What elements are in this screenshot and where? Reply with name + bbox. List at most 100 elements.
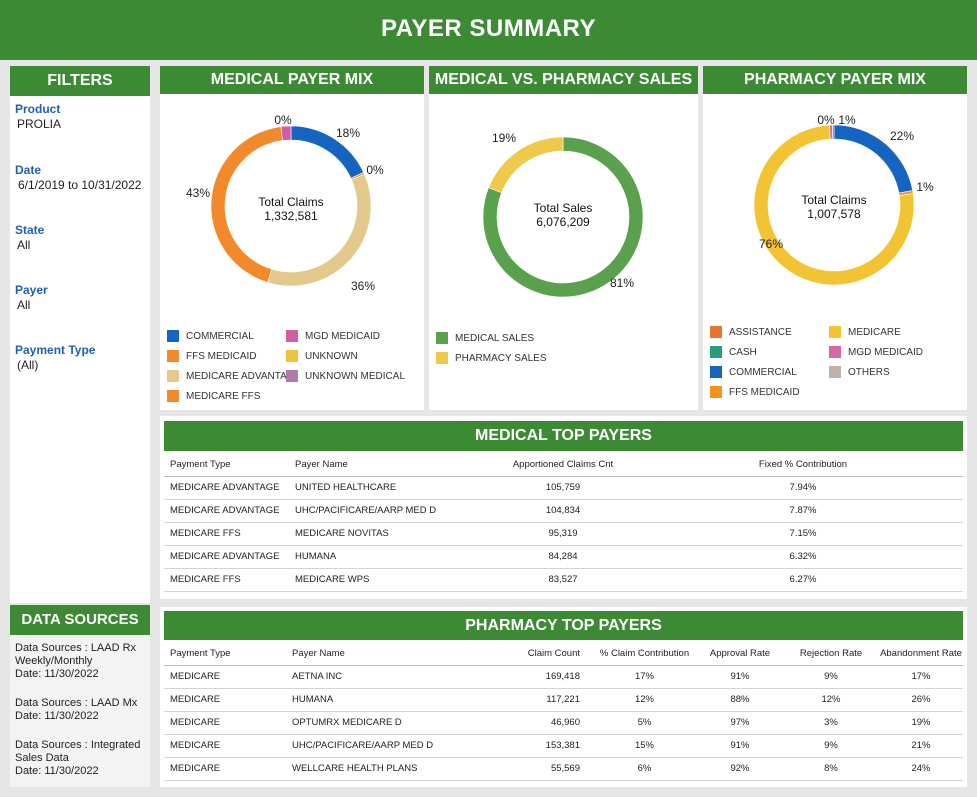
column-header[interactable]: Abandonment Rate [879,643,963,666]
legend-item-cash[interactable]: CASH [710,346,757,358]
table-row[interactable]: MEDICARE FFS MEDICARE WPS 83,527 6.27% [164,568,963,592]
slice-label-cash: 1% [838,113,856,127]
filters-panel: FILTERS Product PROLIA Date 6/1/2019 to … [10,66,150,603]
legend-swatch [167,330,179,342]
medical-top-payers-panel: MEDICAL TOP PAYERS Payment Type Payer Na… [160,416,967,599]
legend-label: MEDICARE ADVANTA.. [186,370,293,382]
legend-swatch [436,332,448,344]
legend-label: MEDICARE [848,326,901,338]
table-row[interactable]: MEDICARE ADVANTAGE HUMANA 84,284 6.32% [164,545,963,569]
column-header[interactable]: Payer Name [295,454,483,477]
slice-label-medical-sales: 81% [610,276,634,290]
column-header[interactable]: Fixed % Contribution [643,454,963,477]
filter-value: (All) [17,358,39,372]
legend-swatch [710,366,722,378]
legend-swatch [286,370,298,382]
legend-item-medicare-advantage[interactable]: MEDICARE ADVANTA.. [167,370,292,382]
pharmacy-payer-mix-title: PHARMACY PAYER MIX [703,66,967,94]
column-header[interactable]: % Claim Contribution [592,643,697,666]
legend-label: UNKNOWN [305,350,358,362]
donut-slice-medical-sales[interactable] [482,136,644,298]
legend-label: ASSISTANCE [729,326,792,338]
cell-abandonment-rate: 26% [879,688,963,712]
data-source-date: Date: 11/30/2022 [15,710,99,722]
filter-label: Payment Type [15,343,96,357]
legend-item-commercial[interactable]: COMMERCIAL [167,330,254,342]
donut-center-label: Total Claims [801,193,866,207]
donut-slice-cash[interactable] [832,124,835,140]
column-header[interactable]: Rejection Rate [783,643,879,666]
legend-swatch [167,370,179,382]
slice-label-medicare: 76% [759,237,783,251]
filter-state[interactable]: State All [15,223,44,252]
legend-item-others[interactable]: OTHERS [829,366,890,378]
legend-item-unknown[interactable]: UNKNOWN [286,350,358,362]
table-row[interactable]: MEDICARE HUMANA 117,221 12% 88% 12% 26% [164,688,963,712]
slice-label-commercial: 22% [890,129,914,143]
legend-item-ffs-medicaid[interactable]: FFS MEDICAID [167,350,257,362]
pharmacy-top-payers-title: PHARMACY TOP PAYERS [164,611,963,640]
donut-center-label: Total Sales [534,201,593,215]
donut-slice-pharmacy-sales[interactable] [488,136,564,194]
table-row[interactable]: MEDICARE UHC/PACIFICARE/AARP MED D 153,3… [164,734,963,758]
filter-date[interactable]: Date 6/1/2019 to 10/31/2022 [15,163,141,192]
cell-approval-rate: 88% [697,688,783,712]
cell-rejection-rate: 12% [783,688,879,712]
pharmacy-top-payers-panel: PHARMACY TOP PAYERS Payment Type Payer N… [160,607,967,787]
filter-payment-type[interactable]: Payment Type (All) [15,343,95,372]
cell-contribution: 6.27% [643,568,963,592]
column-header[interactable]: Payment Type [164,643,292,666]
legend-label: CASH [729,346,757,358]
cell-payer-name: UHC/PACIFICARE/AARP MED D [295,499,483,523]
legend-item-ffs-medicaid[interactable]: FFS MEDICAID [710,386,800,398]
column-header[interactable]: Payment Type [164,454,295,477]
cell-payment-type: MEDICARE ADVANTAGE [164,545,295,569]
column-header[interactable]: Claim Count [478,643,592,666]
table-row[interactable]: MEDICARE ADVANTAGE UNITED HEALTHCARE 105… [164,476,963,500]
cell-claims: 83,527 [483,568,643,592]
donut-slice-mgd-medicaid[interactable] [280,125,292,141]
legend-swatch [286,350,298,362]
cell-payment-type: MEDICARE FFS [164,522,295,546]
table-row[interactable]: MEDICARE OPTUMRX MEDICARE D 46,960 5% 97… [164,711,963,735]
legend-swatch [710,346,722,358]
legend-label: FFS MEDICAID [729,386,800,398]
filter-payer[interactable]: Payer All [15,283,48,312]
donut-slice-medicare-advanta[interactable] [267,173,372,287]
legend-item-pharmacy-sales[interactable]: PHARMACY SALES [436,352,547,364]
cell-payment-type: MEDICARE [164,734,292,758]
cell-contribution: 7.15% [643,522,963,546]
cell-payer-name: OPTUMRX MEDICARE D [292,711,478,735]
medical-payer-mix-donut: Total Claims 1,332,581 18% 0% 36% 43% 0% [186,113,384,293]
legend-item-medicare[interactable]: MEDICARE [829,326,901,338]
table-row[interactable]: MEDICARE WELLCARE HEALTH PLANS 55,569 6%… [164,757,963,781]
data-source-item: Data Sources : Integrated Sales Data Dat… [15,739,147,778]
column-header[interactable]: Payer Name [292,643,478,666]
data-source-name: Data Sources : LAAD Rx Weekly/Monthly [15,642,137,667]
legend-swatch [829,366,841,378]
cell-claim-count: 169,418 [478,665,592,689]
table-row[interactable]: MEDICARE ADVANTAGE UHC/PACIFICARE/AARP M… [164,499,963,523]
table-row[interactable]: MEDICARE FFS MEDICARE NOVITAS 95,319 7.1… [164,522,963,546]
legend-label: PHARMACY SALES [455,352,547,364]
column-header[interactable]: Approval Rate [697,643,783,666]
cell-payment-type: MEDICARE [164,665,292,689]
cell-rejection-rate: 3% [783,711,879,735]
legend-item-assistance[interactable]: ASSISTANCE [710,326,792,338]
filter-product[interactable]: Product PROLIA [15,102,61,131]
legend-swatch [710,326,722,338]
legend-item-mgd-medicaid[interactable]: MGD MEDICAID [829,346,923,358]
legend-item-medicare-ffs[interactable]: MEDICARE FFS [167,390,260,402]
legend-swatch [167,390,179,402]
legend-item-commercial[interactable]: COMMERCIAL [710,366,797,378]
filter-label: Payer [15,283,48,297]
cell-claim-contribution: 5% [592,711,697,735]
legend-item-mgd-medicaid[interactable]: MGD MEDICAID [286,330,380,342]
donut-slice-medicare[interactable] [753,124,915,286]
column-header[interactable]: Apportioned Claims Cnt [483,454,643,477]
table-row[interactable]: MEDICARE AETNA INC 169,418 17% 91% 9% 17… [164,665,963,689]
cell-claim-count: 117,221 [478,688,592,712]
legend-item-medical-sales[interactable]: MEDICAL SALES [436,332,534,344]
legend-item-unknown-medical[interactable]: UNKNOWN MEDICAL [286,370,405,382]
cell-payer-name: MEDICARE NOVITAS [295,522,483,546]
